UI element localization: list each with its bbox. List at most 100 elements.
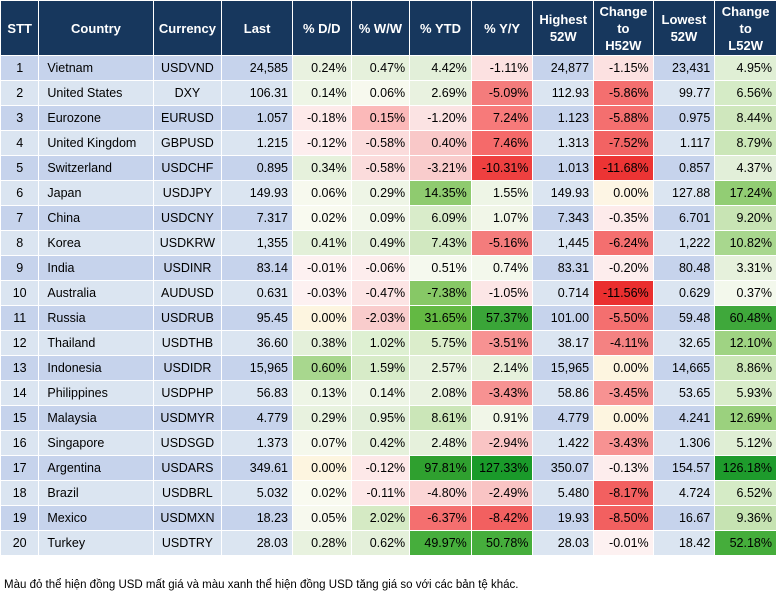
cell-stt: 10 — [0, 280, 40, 306]
table-row[interactable]: 3 Eurozone EURUSD 1.057 -0.18% 0.15% -1.20% 7.2… — [0, 105, 777, 131]
cell-ww: -0.06% — [350, 255, 411, 281]
cell-stt: 18 — [0, 480, 40, 506]
cell-highest-52w: 58.86 — [532, 380, 595, 406]
header-change-h52w[interactable]: Change to H52W — [593, 0, 654, 56]
cell-highest-52w: 15,965 — [532, 355, 595, 381]
table-row[interactable]: 1 Vietnam USDVND 24,585 0.24% 0.47% 4.42% -1.11… — [0, 55, 777, 81]
header-ytd[interactable]: % YTD — [409, 0, 472, 56]
cell-change-h52w: -3.45% — [593, 380, 654, 406]
header-change-l52w[interactable]: Change to L52W — [714, 0, 777, 56]
cell-lowest-52w: 6.701 — [652, 205, 716, 231]
table-row[interactable]: 7 China USDCNY 7.317 0.02% 0.09% 6.09% 1.07% 7.3… — [0, 205, 777, 231]
cell-highest-52w: 1.123 — [532, 105, 595, 131]
header-highest-52w[interactable]: Highest 52W — [532, 0, 595, 56]
cell-highest-52w: 149.93 — [532, 180, 595, 206]
table-row[interactable]: 12 Thailand USDTHB 36.60 0.38% 1.02% 5.75% -3.5… — [0, 330, 777, 356]
table-row[interactable]: 19 Mexico USDMXN 18.23 0.05% 2.02% -6.37% -8.42… — [0, 505, 777, 531]
cell-last: 106.31 — [221, 80, 293, 106]
header-ww[interactable]: % W/W — [350, 0, 411, 56]
cell-dd: 0.60% — [291, 355, 352, 381]
cell-currency: USDINR — [152, 255, 223, 281]
cell-stt: 8 — [0, 230, 40, 256]
cell-dd: 0.07% — [291, 430, 352, 456]
header-change-l-line1: Change — [721, 3, 770, 19]
cell-ww: 0.62% — [350, 530, 411, 556]
cell-yy: 0.91% — [470, 405, 534, 431]
cell-ww: 0.14% — [350, 380, 411, 406]
cell-change-h52w: 0.00% — [593, 405, 654, 431]
cell-lowest-52w: 1,222 — [652, 230, 716, 256]
cell-yy: -1.05% — [470, 280, 534, 306]
cell-lowest-52w: 154.57 — [652, 455, 716, 481]
cell-lowest-52w: 4.724 — [652, 480, 716, 506]
table-row[interactable]: 8 Korea USDKRW 1,355 0.41% 0.49% 7.43% -5.16% 1,… — [0, 230, 777, 256]
cell-currency: USDBRL — [152, 480, 223, 506]
cell-currency: USDCHF — [152, 155, 223, 181]
cell-stt: 12 — [0, 330, 40, 356]
cell-currency: USDMYR — [152, 405, 223, 431]
cell-last: 95.45 — [221, 305, 293, 331]
cell-ytd: 5.75% — [409, 330, 472, 356]
table-row[interactable]: 16 Singapore USDSGD 1.373 0.07% 0.42% 2.48% -2.… — [0, 430, 777, 456]
cell-ww: 1.02% — [350, 330, 411, 356]
cell-last: 24,585 — [221, 55, 293, 81]
cell-change-h52w: -6.24% — [593, 230, 654, 256]
table-row[interactable]: 14 Philippines USDPHP 56.83 0.13% 0.14% 2.08% -… — [0, 380, 777, 406]
table-row[interactable]: 4 United Kingdom GBPUSD 1.215 -0.12% -0.58% 0.… — [0, 130, 777, 156]
cell-highest-52w: 4.779 — [532, 405, 595, 431]
table-row[interactable]: 9 India USDINR 83.14 -0.01% -0.06% 0.51% 0.74% 8… — [0, 255, 777, 281]
table-row[interactable]: 6 Japan USDJPY 149.93 0.06% 0.29% 14.35% 1.55% 1… — [0, 180, 777, 206]
header-yy[interactable]: % Y/Y — [470, 0, 534, 56]
cell-change-h52w: -3.43% — [593, 430, 654, 456]
header-highest-line2: 52W — [549, 29, 577, 44]
header-dd[interactable]: % D/D — [291, 0, 352, 56]
cell-yy: -1.11% — [470, 55, 534, 81]
cell-highest-52w: 350.07 — [532, 455, 595, 481]
cell-last: 1.373 — [221, 430, 293, 456]
header-change-l-line3: L52W — [728, 37, 763, 53]
table-row[interactable]: 17 Argentina USDARS 349.61 0.00% -0.12% 97.81%… — [0, 455, 777, 481]
cell-ww: -0.58% — [350, 155, 411, 181]
cell-last: 7.317 — [221, 205, 293, 231]
cell-ytd: -7.38% — [409, 280, 472, 306]
header-lowest-line2: 52W — [670, 29, 698, 44]
header-last[interactable]: Last — [221, 0, 293, 56]
cell-lowest-52w: 14,665 — [652, 355, 716, 381]
table-row[interactable]: 11 Russia USDRUB 95.45 0.00% -2.03% 31.65% 57.3… — [0, 305, 777, 331]
cell-country: Korea — [38, 230, 154, 256]
cell-ww: 0.15% — [350, 105, 411, 131]
header-lowest-52w[interactable]: Lowest 52W — [652, 0, 716, 56]
cell-last: 349.61 — [221, 455, 293, 481]
cell-ytd: 6.09% — [409, 205, 472, 231]
cell-yy: -5.16% — [470, 230, 534, 256]
cell-lowest-52w: 127.88 — [652, 180, 716, 206]
cell-country: Brazil — [38, 480, 154, 506]
cell-ytd: 0.40% — [409, 130, 472, 156]
table-row[interactable]: 10 Australia AUDUSD 0.631 -0.03% -0.47% -7.38%… — [0, 280, 777, 306]
cell-highest-52w: 1.313 — [532, 130, 595, 156]
table-body: 1 Vietnam USDVND 24,585 0.24% 0.47% 4.42% -1.11… — [0, 55, 777, 556]
cell-ytd: 2.08% — [409, 380, 472, 406]
cell-ytd: 2.69% — [409, 80, 472, 106]
cell-country: Eurozone — [38, 105, 154, 131]
cell-change-l52w: 5.12% — [714, 430, 777, 456]
table-row[interactable]: 2 United States DXY 106.31 0.14% 0.06% 2.69% -5… — [0, 80, 777, 106]
header-stt[interactable]: STT — [0, 0, 40, 56]
table-row[interactable]: 15 Malaysia USDMYR 4.779 0.29% 0.95% 8.61% 0.91… — [0, 405, 777, 431]
cell-dd: 0.24% — [291, 55, 352, 81]
cell-ww: 0.29% — [350, 180, 411, 206]
cell-currency: USDRUB — [152, 305, 223, 331]
table-row[interactable]: 13 Indonesia USDIDR 15,965 0.60% 1.59% 2.57% 2.… — [0, 355, 777, 381]
header-country[interactable]: Country — [38, 0, 154, 56]
table-row[interactable]: 20 Turkey USDTRY 28.03 0.28% 0.62% 49.97% 50.78… — [0, 530, 777, 556]
cell-change-h52w: -0.20% — [593, 255, 654, 281]
cell-dd: 0.02% — [291, 480, 352, 506]
header-currency[interactable]: Currency — [152, 0, 223, 56]
cell-country: Malaysia — [38, 405, 154, 431]
cell-ytd: 2.48% — [409, 430, 472, 456]
cell-lowest-52w: 18.42 — [652, 530, 716, 556]
cell-change-l52w: 52.18% — [714, 530, 777, 556]
table-row[interactable]: 18 Brazil USDBRL 5.032 0.02% -0.11% -4.80% -2.4… — [0, 480, 777, 506]
table-row[interactable]: 5 Switzerland USDCHF 0.895 0.34% -0.58% -3.21%… — [0, 155, 777, 181]
cell-change-l52w: 8.79% — [714, 130, 777, 156]
